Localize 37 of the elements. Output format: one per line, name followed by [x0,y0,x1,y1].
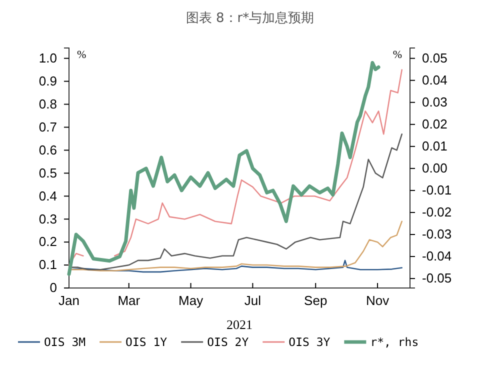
y2-tick-label: 0.05 [422,50,448,66]
y2-tick-label: 0.03 [422,94,448,110]
y-tick-label: 0.3 [38,211,57,226]
y2-tick-label: 0.01 [422,138,448,154]
y2-tick-label: 0.04 [422,72,448,88]
y-tick-label: 1.0 [38,50,57,66]
legend-label: OIS 2Y [207,335,249,349]
y-tick-label: 0 [50,280,57,296]
legend-label: OIS 1Y [126,335,168,349]
legend-label: OIS 3Y [288,335,330,349]
y2-tick-label: 0.02 [422,116,448,132]
y2-tick-label: -0.01 [422,182,452,198]
y-axis-title: % [77,49,86,61]
x-tick-label: Nov [366,293,390,308]
y-tick-label: 0.4 [38,188,57,204]
y2-axis-title: % [392,49,402,61]
x-tick-label: Jul [244,293,262,308]
x-axis-title: 2021 [226,317,252,332]
x-tick-label: Mar [118,293,141,308]
y-tick-label: 0.5 [38,165,57,180]
x-tick-label: Jan [58,293,80,308]
y-tick-label: 0.9 [38,73,57,88]
legend-label: OIS 3M [44,335,86,349]
legend-label: r*, rhs [370,335,419,349]
x-tick-label: May [178,293,204,308]
y2-tick-label: 0.00 [422,160,448,176]
y2-tick-label: -0.04 [422,248,452,264]
y2-tick-label: -0.05 [422,270,452,286]
x-tick-label: Sep [304,293,328,308]
y2-tick-label: -0.03 [422,226,452,242]
y-tick-label: 0.1 [38,257,57,272]
y-tick-label: 0.7 [38,119,57,134]
y-tick-label: 0.2 [38,234,57,250]
y-tick-label: 0.8 [38,96,57,112]
chart-title: 图表 8：r*与加息预期 [186,11,314,26]
y-tick-label: 0.6 [38,142,57,158]
y2-tick-label: -0.02 [422,204,452,220]
